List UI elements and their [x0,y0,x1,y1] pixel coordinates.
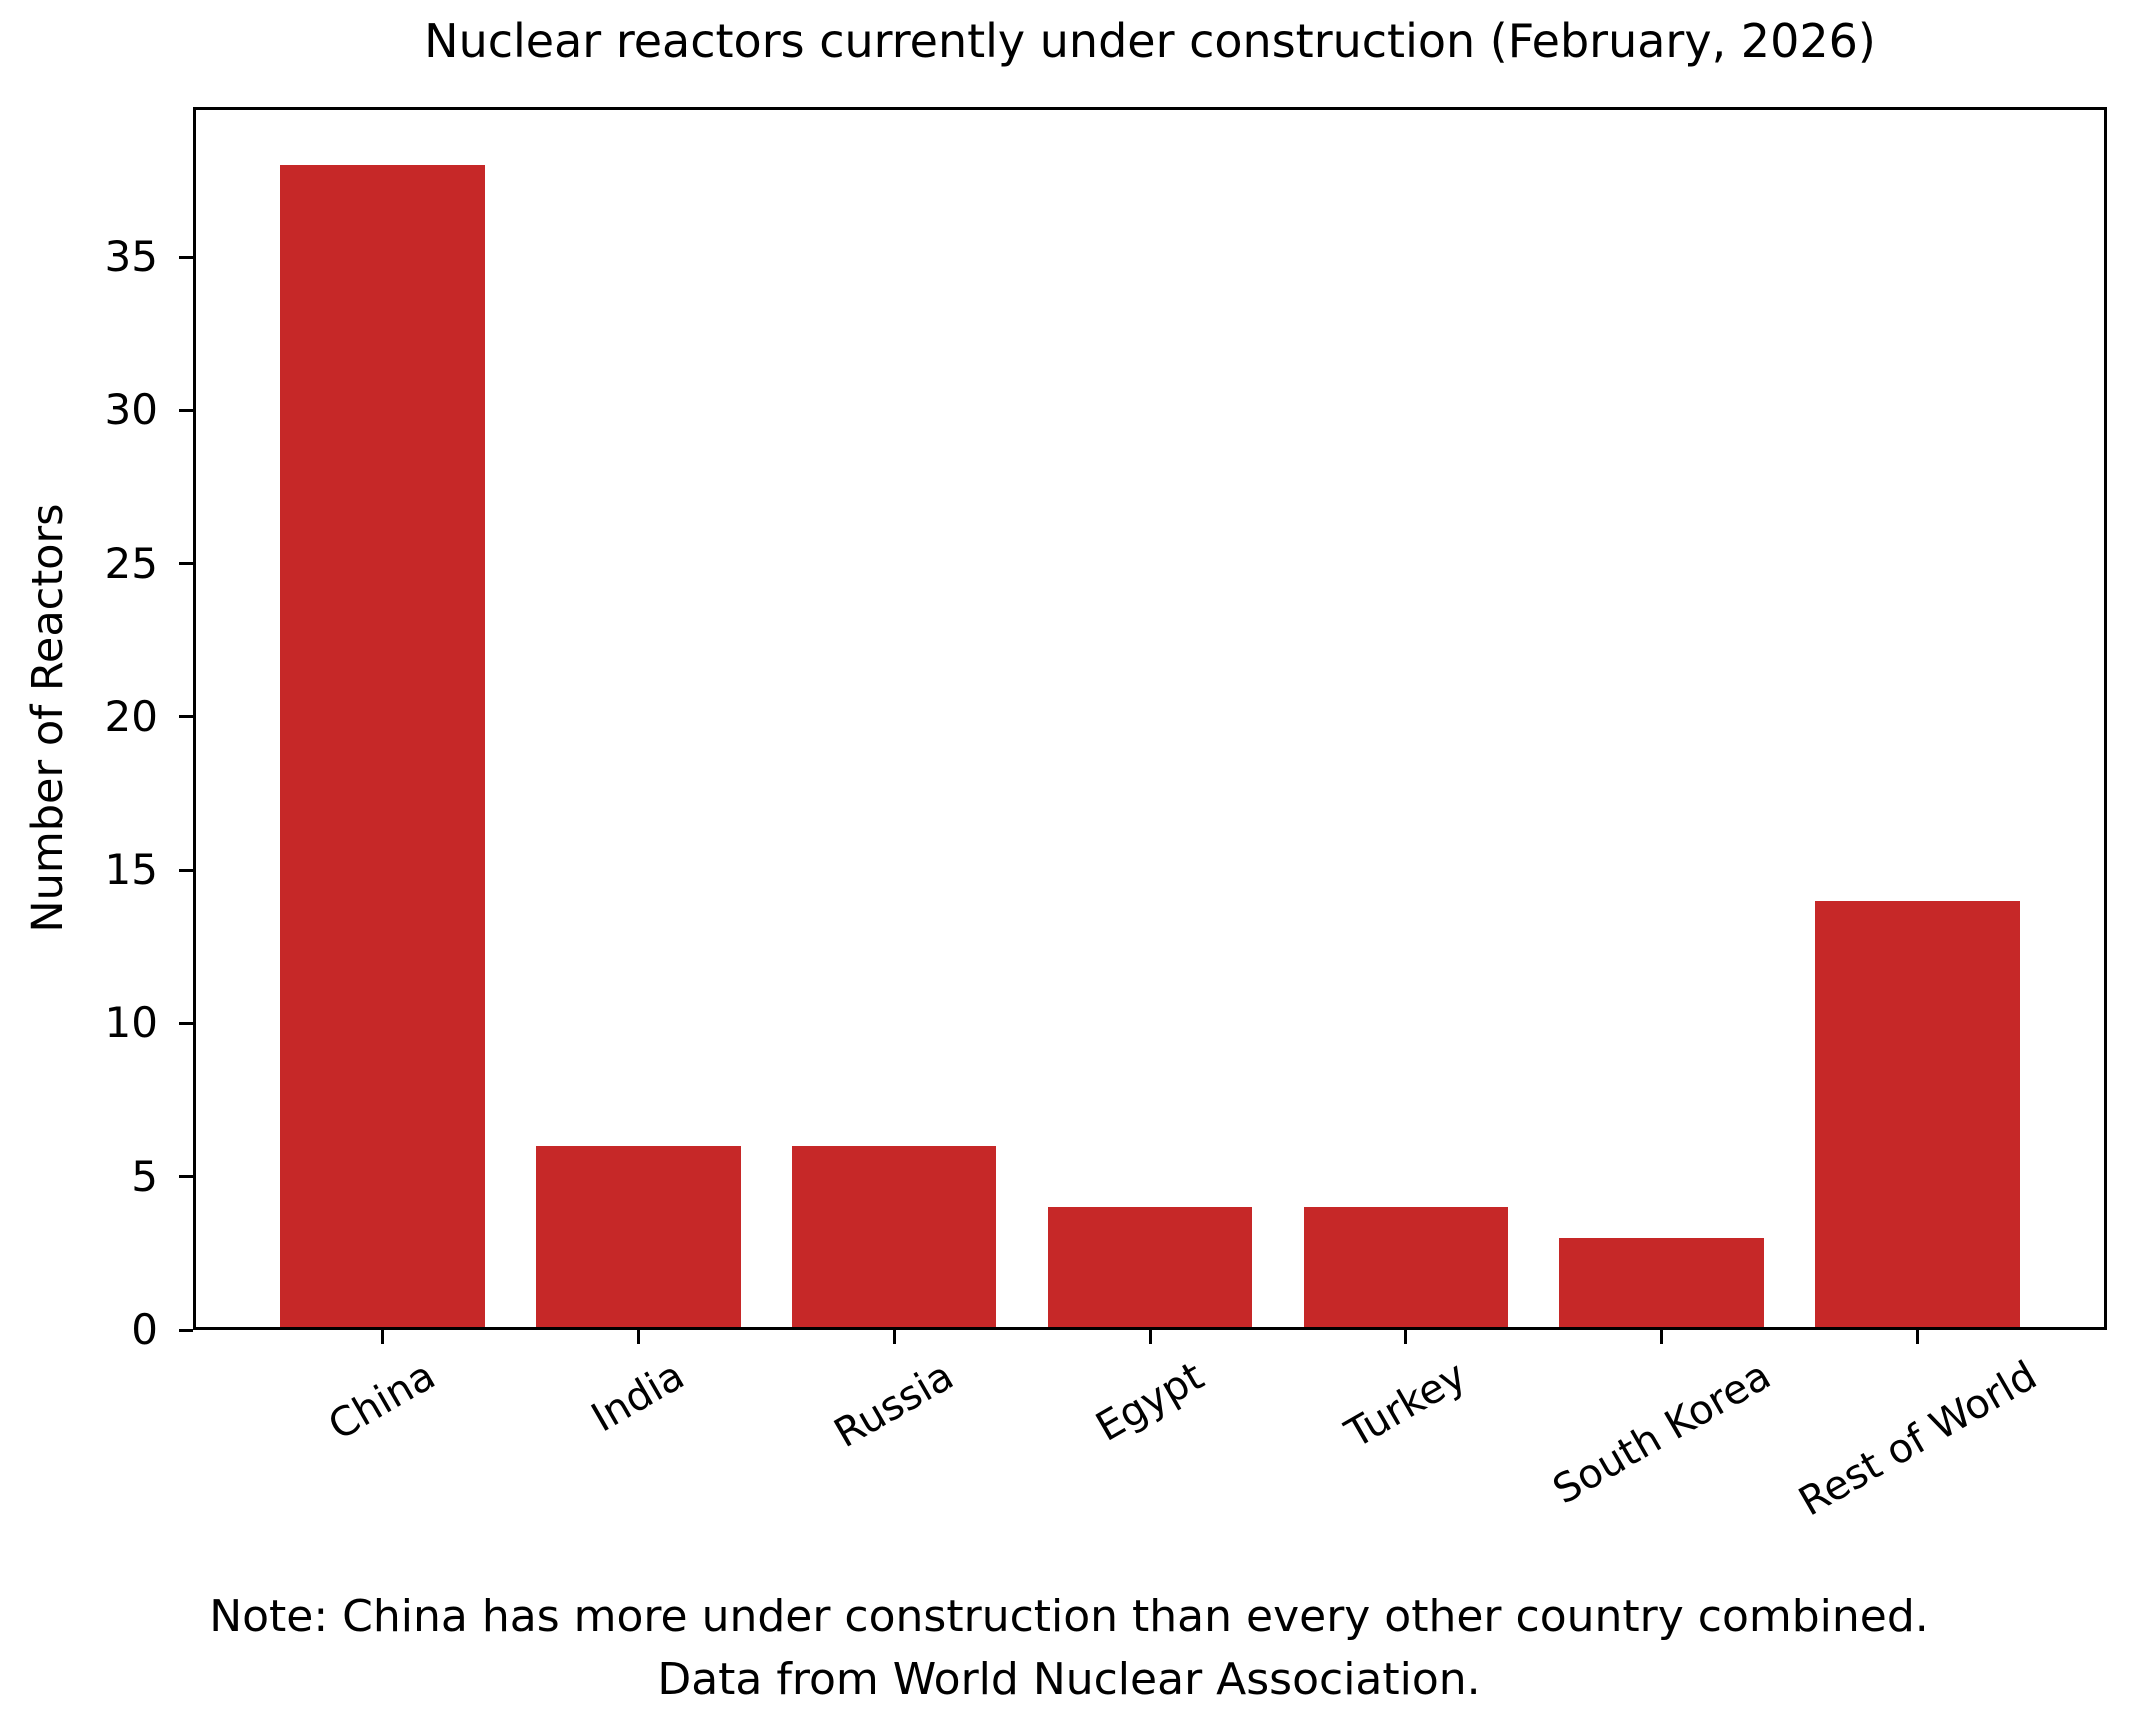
y-tick-mark [179,408,193,412]
y-tick-mark [179,255,193,259]
x-tick-mark [1916,1330,1920,1344]
note-line-2: Data from World Nuclear Association. [657,1654,1481,1705]
y-tick-mark [179,868,193,872]
x-tick-mark [892,1330,896,1344]
x-tick-mark [1404,1330,1408,1344]
y-tick-mark [179,562,193,566]
bar-russia [791,1146,997,1330]
y-tick-mark [179,1328,193,1332]
y-tick-mark [179,1175,193,1179]
y-tick-mark [179,715,193,719]
y-tick-label: 5 [131,1151,158,1201]
bar-south-korea [1559,1238,1765,1330]
bar-egypt [1047,1207,1253,1330]
y-tick-label: 20 [104,691,158,741]
note-line-1: Note: China has more under construction … [209,1591,1929,1642]
x-tick-mark [636,1330,640,1344]
y-tick-label: 10 [104,998,158,1048]
plot-area [193,107,2107,1330]
y-tick-mark [179,1021,193,1025]
bar-china [280,165,485,1330]
bar-rest-of-world [1815,900,2020,1330]
y-tick-label: 35 [104,232,158,282]
y-tick-label: 30 [104,385,158,435]
y-tick-label: 15 [104,845,158,895]
chart-title: Nuclear reactors currently under constru… [424,14,1876,68]
x-tick-mark [380,1330,384,1344]
y-tick-label: 0 [131,1305,158,1354]
x-tick-mark [1660,1330,1664,1344]
x-tick-mark [1148,1330,1152,1344]
bar-turkey [1303,1207,1509,1330]
bar-india [535,1146,741,1330]
y-tick-label: 25 [104,538,158,588]
